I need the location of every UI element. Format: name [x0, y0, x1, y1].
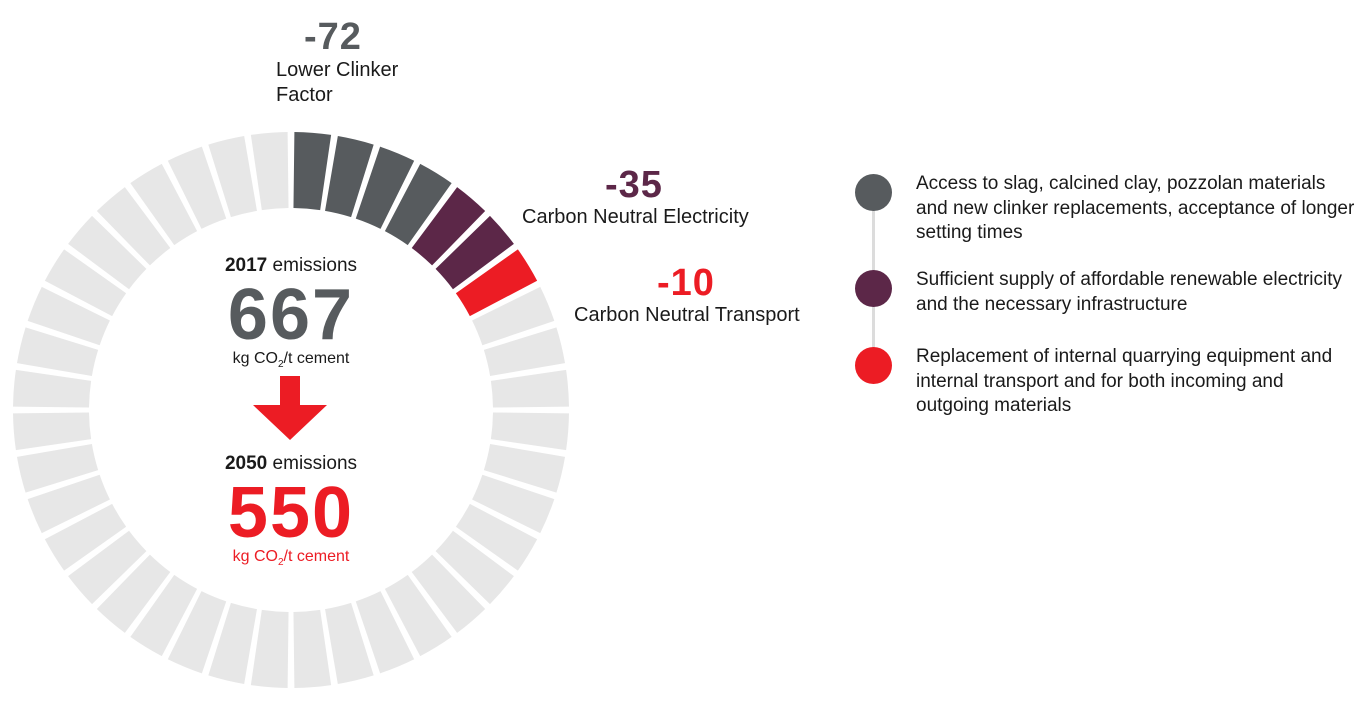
legend-text-transport: Replacement of internal quarrying equipm…: [916, 346, 1333, 416]
ring-segment-reduction-0: [293, 132, 332, 211]
reduction-label-transport: -10 Carbon Neutral Transport: [574, 264, 800, 328]
ring-segment-remaining: [250, 609, 289, 688]
ring-segment-remaining: [44, 249, 127, 317]
ring-segment-remaining: [68, 530, 147, 605]
target-block: 2050 emissions 550 kg CO2/t cement: [191, 453, 391, 568]
target-unit: kg CO2/t cement: [232, 548, 350, 569]
ring-segment-reduction-0: [355, 146, 415, 229]
ring-segment-reduction-1: [411, 187, 486, 266]
ring-segment-remaining: [208, 135, 257, 218]
ring-segment-remaining: [167, 591, 227, 674]
target-year: 2050: [224, 453, 268, 474]
ring-segment-remaining: [96, 187, 171, 266]
ring-segment-remaining: [27, 286, 110, 346]
ring-segment-remaining: [96, 554, 171, 633]
ring-segment-remaining: [44, 503, 127, 571]
ring-segment-remaining: [13, 412, 92, 451]
ring-segment-remaining: [355, 591, 415, 674]
reduction-label-clinker-line2: Factor: [276, 84, 333, 106]
ring-segment-remaining: [293, 609, 332, 688]
ring-segment-remaining: [27, 474, 110, 534]
baseline-value: 667: [227, 275, 355, 355]
ring-segment-remaining: [472, 474, 555, 534]
ring-segment-remaining: [411, 554, 486, 633]
reduction-label-transport-text: Carbon Neutral Transport: [574, 304, 800, 326]
ring-segment-reduction-2: [455, 249, 538, 317]
ring-segment-remaining: [167, 146, 227, 229]
legend-dot-clinker: [855, 174, 892, 211]
reduction-label-clinker-line1: Lower Clinker: [276, 59, 399, 81]
legend-dot-transport: [855, 347, 892, 384]
reduction-value-electricity: -35: [605, 164, 663, 206]
legend-dot-electricity: [855, 270, 892, 307]
ring-segment-remaining: [130, 574, 198, 657]
baseline-suffix: emissions: [267, 255, 358, 276]
reduction-value-clinker: -72: [304, 16, 362, 58]
baseline-year: 2017: [224, 255, 268, 276]
ring-segment-reduction-1: [435, 215, 514, 290]
legend-text-electricity: Sufficient supply of affordable renewabl…: [916, 269, 1342, 315]
ring-segment-reduction-0: [325, 135, 374, 218]
ring-segment-remaining: [455, 503, 538, 571]
ring-segment-remaining: [384, 574, 452, 657]
ring-segment-remaining: [16, 444, 99, 493]
reduction-value-transport: -10: [657, 262, 715, 304]
reduction-label-electricity: -35 Carbon Neutral Electricity: [522, 166, 749, 230]
ring-segment-remaining: [490, 369, 569, 408]
ring-segment-remaining: [325, 602, 374, 685]
ring-segment-remaining: [13, 369, 92, 408]
down-arrow-icon: [253, 376, 327, 440]
ring-segment-remaining: [250, 132, 289, 211]
ring-segment-remaining: [435, 530, 514, 605]
ring-segment-remaining: [208, 602, 257, 685]
ring-segment-remaining: [483, 327, 566, 376]
ring-segment-remaining: [16, 327, 99, 376]
ring-segment-remaining: [472, 286, 555, 346]
reduction-label-electricity-text: Carbon Neutral Electricity: [522, 206, 749, 228]
ring-segment-reduction-0: [384, 163, 452, 246]
baseline-block: 2017 emissions 667 kg CO2/t cement: [191, 255, 391, 370]
legend-text-clinker: Access to slag, calcined clay, pozzolan …: [916, 173, 1355, 243]
target-value: 550: [227, 473, 355, 553]
ring-segment-remaining: [490, 412, 569, 451]
ring-segment-remaining: [130, 163, 198, 246]
baseline-unit: kg CO2/t cement: [232, 350, 350, 371]
target-suffix: emissions: [267, 453, 358, 474]
ring-segment-remaining: [483, 444, 566, 493]
reduction-label-clinker: -72 Lower Clinker Factor: [276, 18, 398, 108]
ring-segment-remaining: [68, 215, 147, 290]
